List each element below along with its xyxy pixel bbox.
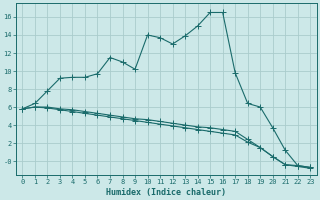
X-axis label: Humidex (Indice chaleur): Humidex (Indice chaleur) bbox=[106, 188, 226, 197]
